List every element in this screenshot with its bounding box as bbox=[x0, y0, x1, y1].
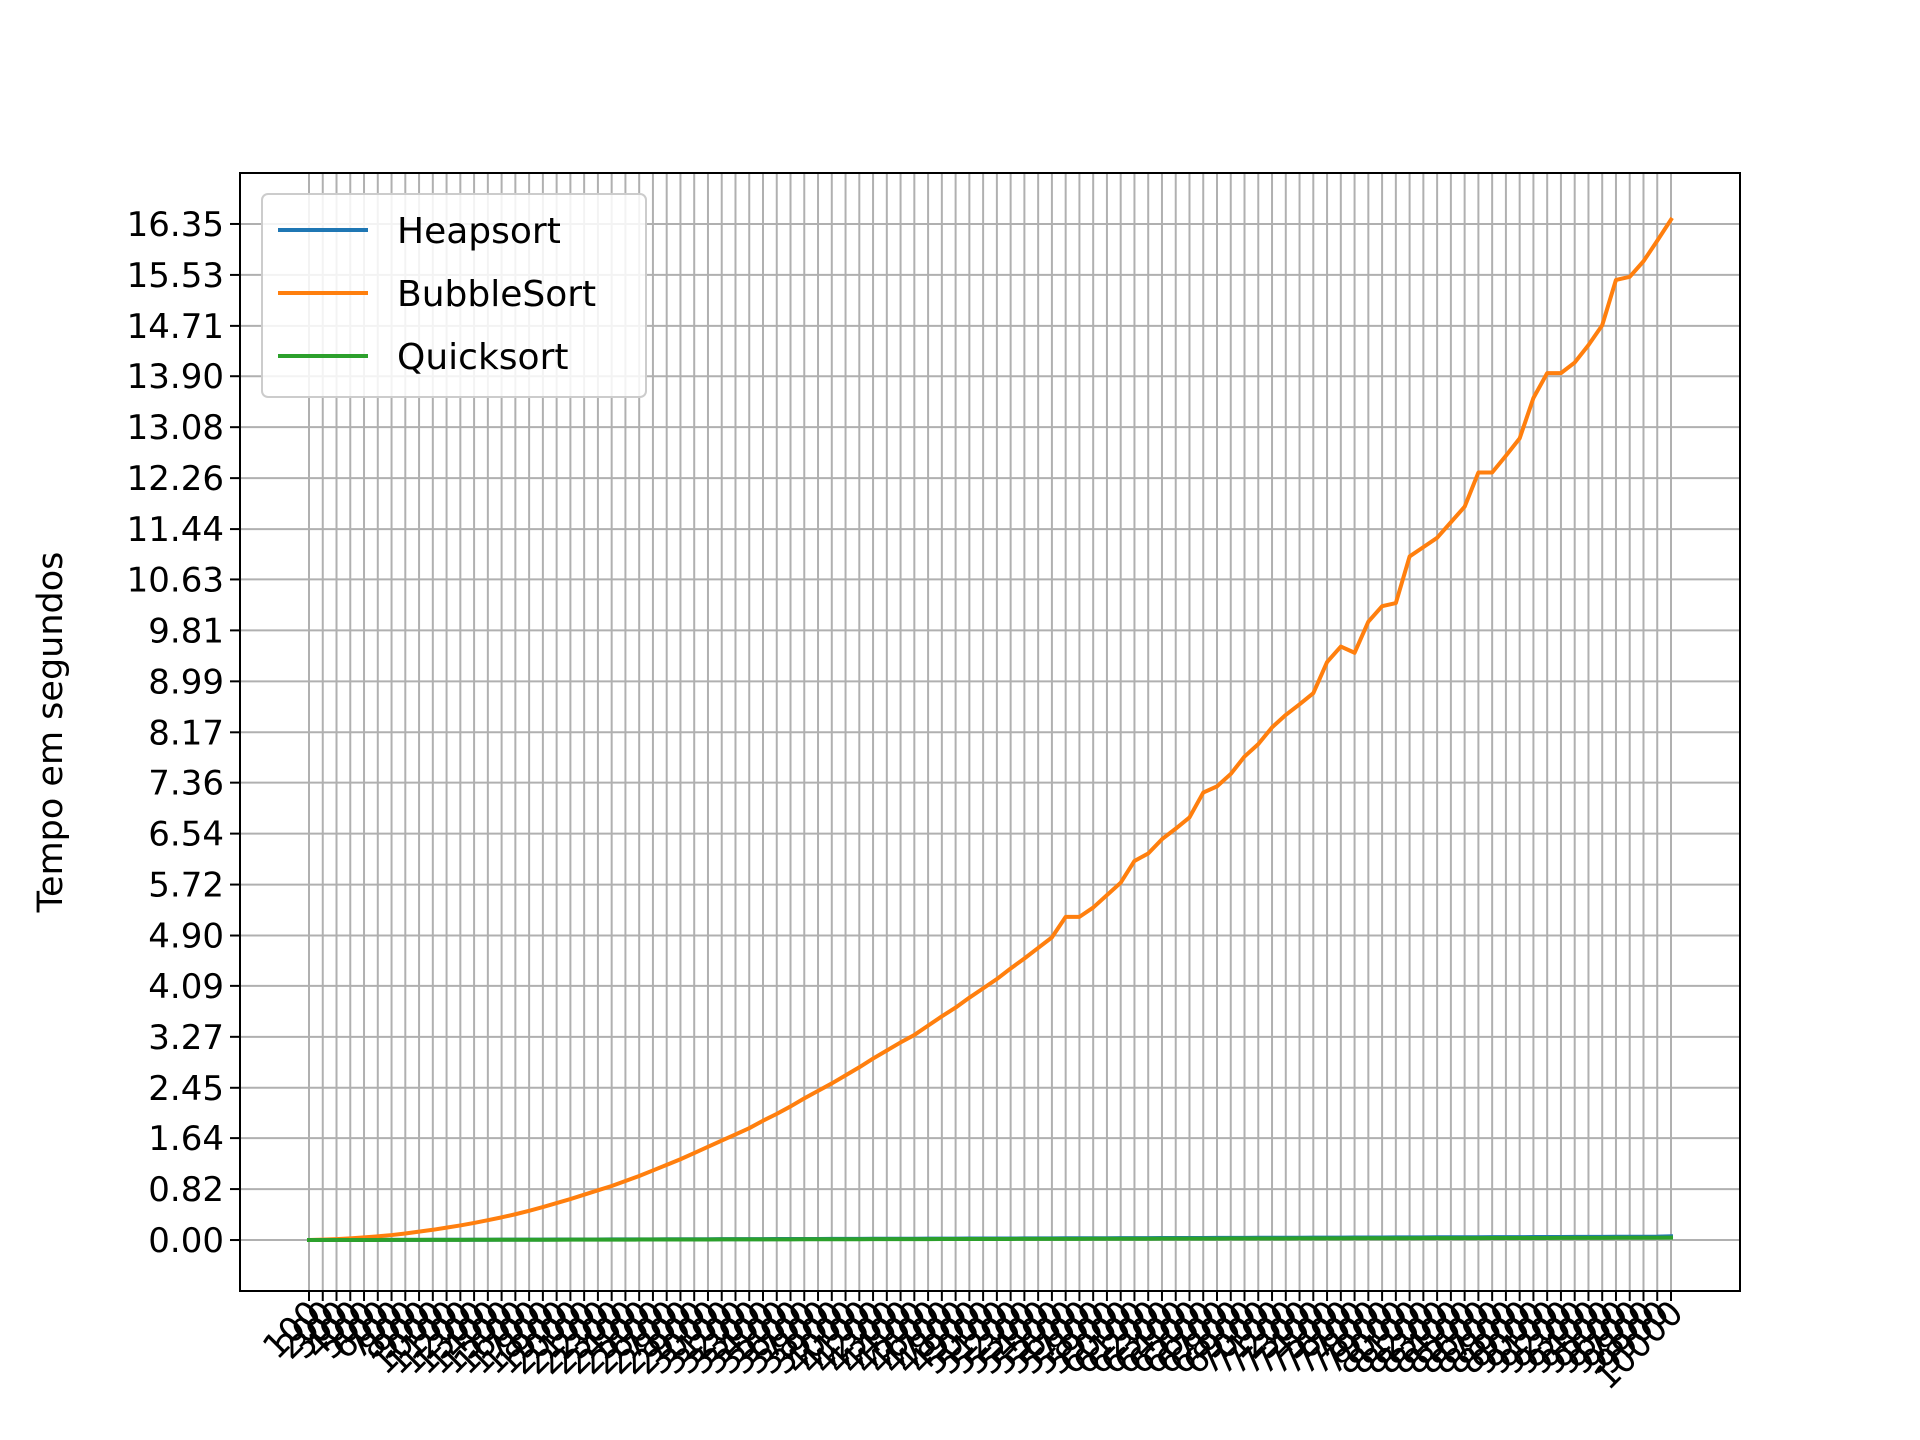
legend-label-bubblesort: BubbleSort bbox=[397, 274, 596, 315]
y-tick-label: 0.00 bbox=[148, 1221, 224, 1261]
y-tick-label: 12.26 bbox=[127, 459, 224, 499]
y-tick-label: 13.90 bbox=[127, 357, 224, 397]
y-tick-label: 7.36 bbox=[148, 764, 224, 804]
y-tick-label: 16.35 bbox=[127, 205, 224, 245]
series-line-bubblesort bbox=[306, 216, 1674, 1242]
y-axis-ticks: 0.00 0.82 1.64 2.45 3.27 4.09 4.90 5.72 6.54 7.36… bbox=[127, 205, 240, 1261]
series-line-quicksort bbox=[306, 1235, 1674, 1243]
y-tick-label: 10.63 bbox=[127, 560, 224, 600]
y-tick-label: 8.99 bbox=[148, 662, 224, 702]
series-lines bbox=[306, 216, 1674, 1243]
y-tick-label: 4.09 bbox=[148, 967, 224, 1007]
y-tick-label: 14.71 bbox=[127, 307, 224, 347]
y-tick-label: 1.64 bbox=[148, 1119, 224, 1159]
y-tick-label: 9.81 bbox=[148, 611, 224, 651]
y-tick-label: 0.82 bbox=[148, 1170, 224, 1210]
y-tick-label: 5.72 bbox=[148, 866, 224, 906]
y-tick-label: 3.27 bbox=[148, 1018, 224, 1058]
y-axis-label: Tempo em segundos bbox=[31, 552, 71, 914]
y-tick-label: 13.08 bbox=[127, 408, 224, 448]
y-tick-label: 15.53 bbox=[127, 256, 224, 296]
y-tick-label: 11.44 bbox=[127, 510, 224, 550]
legend: Heapsort BubbleSort Quicksort bbox=[261, 193, 647, 398]
y-tick-label: 2.45 bbox=[148, 1069, 224, 1109]
legend-label-quicksort: Quicksort bbox=[397, 337, 569, 378]
legend-label-heapsort: Heapsort bbox=[397, 211, 561, 252]
y-tick-label: 6.54 bbox=[148, 815, 224, 855]
legend-box bbox=[261, 193, 647, 398]
y-tick-label: 4.90 bbox=[148, 917, 224, 957]
x-axis-ticks: 1002003004005006007008009001000110012001… bbox=[255, 1291, 1691, 1398]
y-tick-label: 8.17 bbox=[148, 713, 224, 753]
